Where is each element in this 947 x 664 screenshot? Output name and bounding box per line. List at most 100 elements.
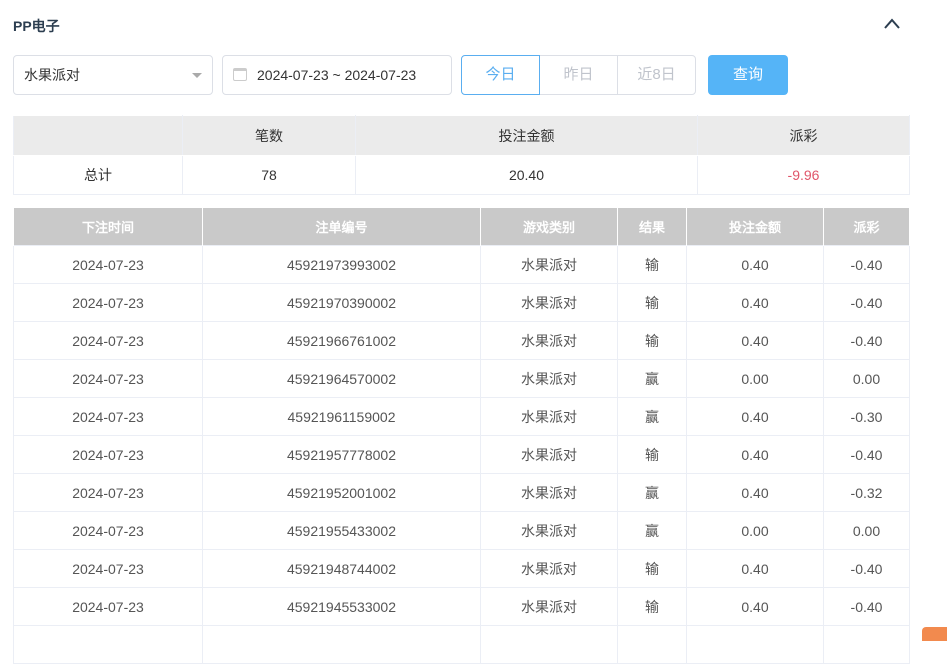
query-button[interactable]: 查询 bbox=[708, 55, 788, 95]
bet-time: 2024-07-23 bbox=[13, 587, 203, 626]
game-select-value: 水果派对 bbox=[24, 67, 80, 83]
game-type: 水果派对 bbox=[480, 473, 618, 512]
payout: -0.40 bbox=[823, 321, 910, 360]
table-row: 2024-07-23 45921945533002 水果派对输 0.40 -0.40 bbox=[13, 587, 910, 626]
bet-amount: 0.00 bbox=[686, 359, 824, 398]
summary-count: 78 bbox=[182, 155, 356, 195]
game-type: 水果派对 bbox=[480, 321, 618, 360]
order-id: 45921945533002 bbox=[202, 587, 481, 626]
game-type: 水果派对 bbox=[480, 549, 618, 588]
result: 输 bbox=[617, 587, 687, 626]
empty-cell bbox=[823, 625, 910, 664]
column-header: 投注金额 bbox=[686, 207, 824, 246]
last-8-days-button[interactable]: 近8日 bbox=[617, 55, 696, 95]
result: 赢 bbox=[617, 397, 687, 436]
payout: -0.32 bbox=[823, 473, 910, 512]
bet-time: 2024-07-23 bbox=[13, 359, 203, 398]
empty-cell bbox=[202, 625, 481, 664]
date-range-value: 2024-07-23 ~ 2024-07-23 bbox=[257, 67, 417, 83]
table-row: 2024-07-23 45921955433002 水果派对赢 0.00 0.00 bbox=[13, 511, 910, 550]
order-id: 45921970390002 bbox=[202, 283, 481, 322]
chevron-up-icon[interactable] bbox=[882, 14, 902, 34]
summary-header: 派彩 bbox=[697, 115, 910, 156]
table-row: 2024-07-23 45921970390002 水果派对输 0.40 -0.40 bbox=[13, 283, 910, 322]
game-select[interactable]: 水果派对 bbox=[13, 55, 213, 95]
bet-amount: 0.40 bbox=[686, 587, 824, 626]
bet-amount: 0.40 bbox=[686, 549, 824, 588]
summary-table: 笔数 投注金额 派彩 总计 78 20.40 -9.96 bbox=[13, 115, 910, 195]
bet-time: 2024-07-23 bbox=[13, 511, 203, 550]
empty-cell bbox=[617, 625, 687, 664]
game-type: 水果派对 bbox=[480, 397, 618, 436]
empty-cell bbox=[686, 625, 824, 664]
empty-cell bbox=[13, 625, 203, 664]
game-type: 水果派对 bbox=[480, 283, 618, 322]
yesterday-button[interactable]: 昨日 bbox=[539, 55, 618, 95]
bet-time: 2024-07-23 bbox=[13, 397, 203, 436]
order-id: 45921964570002 bbox=[202, 359, 481, 398]
order-id: 45921957778002 bbox=[202, 435, 481, 474]
payout: -0.40 bbox=[823, 549, 910, 588]
result: 赢 bbox=[617, 359, 687, 398]
table-row: 2024-07-23 45921966761002 水果派对输 0.40 -0.40 bbox=[13, 321, 910, 360]
bet-time: 2024-07-23 bbox=[13, 549, 203, 588]
order-id: 45921973993002 bbox=[202, 245, 481, 284]
game-type: 水果派对 bbox=[480, 245, 618, 284]
bet-amount: 0.40 bbox=[686, 435, 824, 474]
bet-amount: 0.40 bbox=[686, 321, 824, 360]
bet-time: 2024-07-23 bbox=[13, 321, 203, 360]
result: 输 bbox=[617, 245, 687, 284]
table-row: 2024-07-23 45921948744002 水果派对输 0.40 -0.40 bbox=[13, 549, 910, 588]
result: 输 bbox=[617, 435, 687, 474]
bet-amount: 0.40 bbox=[686, 283, 824, 322]
result: 输 bbox=[617, 321, 687, 360]
order-id: 45921948744002 bbox=[202, 549, 481, 588]
result: 输 bbox=[617, 283, 687, 322]
table-row: 2024-07-23 45921964570002 水果派对赢 0.00 0.00 bbox=[13, 359, 910, 398]
table-row: 2024-07-23 45921957778002 水果派对输 0.40 -0.40 bbox=[13, 435, 910, 474]
payout: -0.40 bbox=[823, 283, 910, 322]
payout: -0.30 bbox=[823, 397, 910, 436]
bet-table: 下注时间 注单编号 游戏类别 结果 投注金额 派彩 2024-07-23 459219739… bbox=[13, 207, 910, 664]
payout: 0.00 bbox=[823, 359, 910, 398]
game-type: 水果派对 bbox=[480, 435, 618, 474]
caret-down-icon bbox=[192, 73, 202, 78]
floating-widget[interactable] bbox=[922, 627, 947, 641]
order-id: 45921952001002 bbox=[202, 473, 481, 512]
table-row: 2024-07-23 45921973993002 水果派对输 0.40 -0.40 bbox=[13, 245, 910, 284]
column-header: 注单编号 bbox=[202, 207, 481, 246]
game-type: 水果派对 bbox=[480, 587, 618, 626]
calendar-icon bbox=[233, 68, 247, 81]
bet-time: 2024-07-23 bbox=[13, 473, 203, 512]
section-title: PP电子 bbox=[13, 18, 60, 34]
bet-time: 2024-07-23 bbox=[13, 435, 203, 474]
bet-time: 2024-07-23 bbox=[13, 245, 203, 284]
bet-amount: 0.40 bbox=[686, 245, 824, 284]
summary-label: 总计 bbox=[13, 155, 183, 195]
today-button[interactable]: 今日 bbox=[461, 55, 540, 95]
result: 赢 bbox=[617, 473, 687, 512]
payout: -0.40 bbox=[823, 435, 910, 474]
payout: 0.00 bbox=[823, 511, 910, 550]
quick-date-group: 今日 昨日 近8日 bbox=[461, 55, 696, 95]
order-id: 45921955433002 bbox=[202, 511, 481, 550]
summary-header bbox=[13, 115, 183, 156]
column-header: 结果 bbox=[617, 207, 687, 246]
bet-time: 2024-07-23 bbox=[13, 283, 203, 322]
summary-payout: -9.96 bbox=[697, 155, 910, 195]
summary-bet: 20.40 bbox=[355, 155, 698, 195]
result: 输 bbox=[617, 549, 687, 588]
table-row: 2024-07-23 45921952001002 水果派对赢 0.40 -0.32 bbox=[13, 473, 910, 512]
order-id: 45921961159002 bbox=[202, 397, 481, 436]
result: 赢 bbox=[617, 511, 687, 550]
bet-amount: 0.40 bbox=[686, 397, 824, 436]
column-header: 游戏类别 bbox=[480, 207, 618, 246]
order-id: 45921966761002 bbox=[202, 321, 481, 360]
summary-header: 笔数 bbox=[182, 115, 356, 156]
payout: -0.40 bbox=[823, 245, 910, 284]
table-row bbox=[13, 625, 910, 664]
column-header: 下注时间 bbox=[13, 207, 203, 246]
date-range-picker[interactable]: 2024-07-23 ~ 2024-07-23 bbox=[222, 55, 452, 95]
summary-header: 投注金额 bbox=[355, 115, 698, 156]
payout: -0.40 bbox=[823, 587, 910, 626]
